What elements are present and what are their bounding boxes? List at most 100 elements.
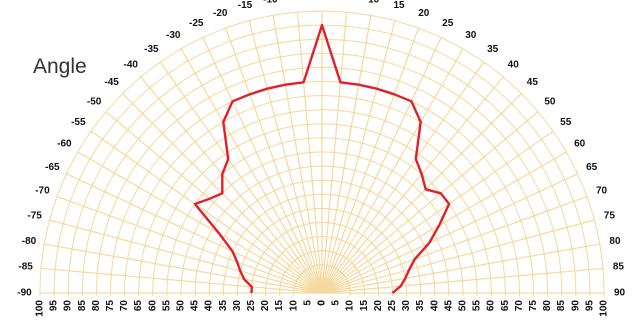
- grid-tick: [124, 177, 129, 184]
- grid-tick: [237, 275, 240, 282]
- grid-tick: [524, 118, 530, 124]
- grid-tick: [262, 193, 269, 198]
- grid-tick: [262, 210, 269, 215]
- grid-tick: [130, 238, 133, 245]
- radial-tick-label-left: 20: [260, 300, 271, 312]
- grid-tick: [367, 221, 374, 226]
- grid-tick: [184, 253, 188, 260]
- grid-tick: [255, 181, 262, 186]
- grid-tick: [598, 240, 601, 248]
- grid-tick: [179, 172, 184, 178]
- grid-tick: [71, 245, 74, 252]
- grid-tick: [100, 136, 105, 143]
- radial-tick-label-right: 85: [556, 300, 567, 312]
- grid-tick: [511, 238, 514, 245]
- grid-tick: [469, 140, 475, 146]
- grid-tick: [366, 114, 373, 118]
- grid-tick: [501, 258, 504, 265]
- grid-tick: [391, 283, 393, 290]
- grid-tick: [396, 254, 401, 261]
- grid-tick: [165, 71, 172, 76]
- grid-tick: [493, 168, 498, 175]
- grid-tick: [57, 243, 60, 250]
- grid-tick: [447, 278, 450, 285]
- grid-tick: [256, 119, 263, 123]
- grid-tick: [564, 149, 569, 155]
- grid-tick: [365, 28, 372, 31]
- grid-tick: [230, 163, 236, 169]
- grid-tick: [174, 236, 178, 243]
- grid-tick: [338, 180, 345, 183]
- grid-tick: [456, 253, 460, 260]
- grid-tick: [412, 225, 417, 232]
- grid-tick: [433, 280, 436, 287]
- radial-tick-label-right: 90: [570, 300, 581, 312]
- grid-tick: [446, 71, 452, 76]
- grid-tick: [354, 214, 361, 219]
- grid-tick: [130, 101, 136, 107]
- grid-tick: [448, 106, 455, 111]
- grid-tick: [190, 181, 195, 187]
- grid-tick: [492, 145, 498, 151]
- grid-tick: [464, 117, 470, 123]
- grid-tick: [402, 268, 405, 275]
- radial-tick-label-left: 55: [161, 300, 172, 312]
- grid-tick: [498, 111, 504, 117]
- grid-tick: [200, 190, 206, 196]
- grid-tick: [214, 251, 218, 258]
- grid-tick: [415, 26, 422, 30]
- series-layer: [193, 23, 451, 294]
- grid-tick: [455, 128, 461, 134]
- grid-tick: [189, 160, 195, 166]
- radial-tick-label-right: 95: [584, 300, 595, 312]
- grid-tick: [489, 121, 494, 126]
- grid-tick: [249, 32, 256, 36]
- grid-tick: [251, 106, 258, 110]
- grid-tick: [249, 220, 255, 226]
- angle-tick-label: 10: [368, 0, 380, 6]
- grid-tick: [269, 205, 276, 210]
- grid-tick: [157, 246, 160, 253]
- grid-tick: [382, 181, 389, 186]
- angle-tick-label: -85: [18, 262, 33, 273]
- radial-tick-label-left: 5: [302, 300, 313, 306]
- grid-tick: [424, 107, 431, 112]
- grid-tick: [557, 248, 560, 255]
- angle-tick-label: 75: [604, 210, 616, 221]
- grid-tick: [325, 222, 332, 224]
- grid-tick: [278, 141, 285, 145]
- grid-tick: [449, 181, 454, 187]
- grid-tick: [140, 258, 143, 265]
- grid-tick: [199, 83, 205, 88]
- grid-tick: [491, 85, 497, 91]
- grid-tick: [241, 79, 248, 83]
- angle-tick-label: 70: [596, 186, 608, 197]
- grid-tick: [326, 207, 333, 210]
- grid-tick: [381, 60, 388, 63]
- grid-tick: [500, 74, 506, 80]
- grid-tick: [445, 267, 448, 275]
- grid-tick: [82, 203, 86, 210]
- grid-tick: [473, 107, 479, 112]
- radial-tick-label-left: 0: [317, 300, 328, 306]
- grid-tick: [460, 172, 465, 178]
- grid-tick: [448, 230, 452, 237]
- grid-tick: [82, 269, 84, 276]
- grid-tick: [481, 177, 486, 183]
- grid-tick: [563, 176, 567, 183]
- grid-tick: [539, 136, 544, 143]
- grid-tick: [458, 193, 463, 199]
- grid-tick: [388, 32, 395, 36]
- grid-tick: [359, 233, 366, 238]
- radial-tick-label-right: 70: [514, 300, 525, 312]
- grid-tick: [478, 198, 483, 205]
- grid-tick: [484, 246, 487, 253]
- grid-tick: [417, 233, 422, 240]
- grid-tick: [515, 177, 520, 184]
- grid-tick: [235, 112, 242, 116]
- grid-tick: [479, 131, 484, 136]
- grid-tick: [400, 193, 407, 199]
- grid-tick: [550, 182, 554, 189]
- chart-title: Angle: [33, 55, 87, 78]
- grid-tick: [54, 266, 56, 273]
